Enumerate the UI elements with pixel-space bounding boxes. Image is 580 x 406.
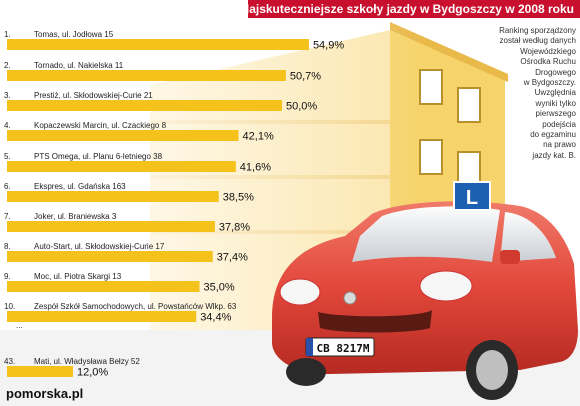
car-wheel [286,358,326,386]
rank-label: 3. [4,91,11,100]
value-label: 35,0% [204,282,235,294]
methodology-note-line: Uwzględnia [534,88,576,98]
school-label: Ekspres, ul. Gdańska 163 [34,182,126,191]
license-plate-eu-strip [306,338,313,356]
methodology-note-line: Drogowego [535,67,576,77]
school-label: Joker, ul. Braniewska 3 [34,212,117,221]
school-label: Auto-Start, ul. Skłodowskiej-Curie 17 [34,242,165,251]
school-label: PTS Omega, ul. Planu 6-letniego 38 [34,152,163,161]
bar [7,281,200,292]
value-label: 41,6% [240,162,271,174]
methodology-note-line: w Bydgoszczy. [523,78,576,88]
building-window [419,69,443,105]
bar [7,70,286,81]
car: CB 8217M [272,201,578,400]
title-bar: Najskuteczniejsze szkoły jazdy w Bydgosz… [241,0,580,18]
rank-label: 1. [4,30,11,39]
school-label: Tornado, ul. Nakielska 11 [34,61,124,70]
rank-label: 4. [4,121,11,130]
bar [7,130,239,141]
rank-label: 7. [4,212,11,221]
car-grille [318,310,432,333]
methodology-note-line: do egzaminu [530,130,576,140]
building-window [457,87,481,123]
value-label: 12,0% [77,367,108,379]
license-plate-text: CB 8217M [317,342,370,355]
bar [7,191,219,202]
bar [7,100,282,111]
rank-label: 5. [4,152,11,161]
rank-label: 10. [4,302,15,311]
car-mirror [500,250,520,264]
car-windshield [352,206,500,262]
bar [7,39,309,50]
methodology-note-line: Ośrodka Ruchu [520,57,576,67]
school-label: Mati, ul. Władysława Bełzy 52 [34,357,140,366]
rank-label: 9. [4,272,11,281]
bar-chart: 1. Tomas, ul. Jodłowa 15 54,9% 2. Tornado, u… [4,30,344,379]
page-title: Najskuteczniejsze szkoły jazdy w Bydgosz… [240,2,574,16]
learner-sign [453,181,491,211]
methodology-note-line: Ranking sporządzony [499,26,576,35]
car-headlight [419,270,473,302]
bar [7,161,236,172]
methodology-note-line: został według danych [499,36,577,46]
value-label: 37,8% [219,222,250,234]
school-label: Tomas, ul. Jodłowa 15 [34,30,114,39]
school-label: Moc, ul. Piotra Skargi 13 [34,272,122,281]
bar [7,251,213,262]
ellipsis-label: ... [16,321,23,330]
methodology-note-line: jazdy kat. B. [532,150,576,160]
learner-sign-letter: L [466,187,478,209]
methodology-note-line: podejścia [542,119,576,129]
value-label: 34,4% [200,312,231,324]
car-emblem [343,291,357,305]
value-label: 38,5% [223,192,254,204]
car-headlight [279,278,321,306]
bar [7,221,215,232]
methodology-note: Ranking sporządzony został według danych W… [468,26,576,161]
rank-label: 2. [4,61,11,70]
rank-label: 6. [4,182,11,191]
methodology-note-line: wyniki tylko [535,98,576,108]
rank-label: 8. [4,242,11,251]
value-label: 50,7% [290,71,321,83]
methodology-note-line: pierwszego [535,109,576,119]
school-label: Prestiż, ul. Skłodowskiej-Curie 21 [34,91,153,100]
school-label: Kopaczewski Marcin, ul. Czackiego 8 [34,121,167,130]
value-label: 42,1% [243,131,274,143]
methodology-note-line: Wojewódzkiego [520,46,576,56]
value-label: 37,4% [217,252,248,264]
value-label: 54,9% [313,40,344,52]
school-label: Zespół Szkół Samochodowych, ul. Powstańc… [34,302,237,311]
building-window [419,139,443,175]
methodology-note-line: na prawo [543,140,576,150]
value-label: 50,0% [286,101,317,113]
site-logo: pomorska.pl [6,386,84,401]
car-wheel-rim [476,350,508,390]
bar [7,311,197,322]
car-side-window [500,212,556,262]
bar [7,366,73,377]
rank-label: 43. [4,357,15,366]
